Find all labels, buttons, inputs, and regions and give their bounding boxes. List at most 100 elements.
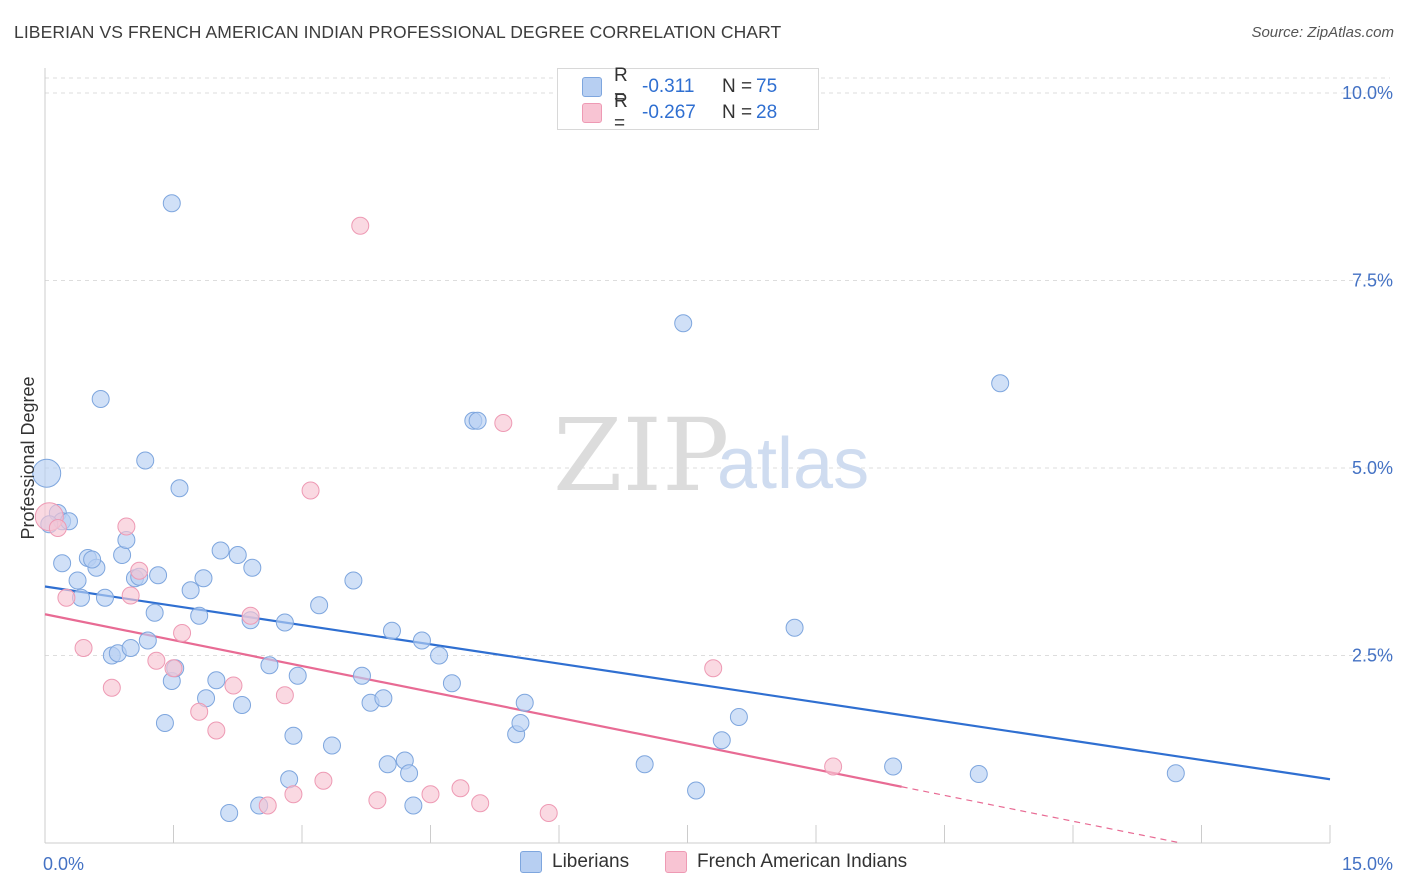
point-french-american-indians — [451, 779, 470, 798]
y-tick-label: 7.5% — [1352, 271, 1393, 291]
legend: R = -0.311 N = 75 R = -0.267 N = 28 — [557, 65, 819, 134]
point-french-american-indians — [241, 606, 260, 625]
point-liberians — [378, 755, 397, 774]
point-french-american-indians — [121, 586, 140, 605]
point-liberians — [515, 693, 534, 712]
point-liberians — [969, 765, 988, 783]
legend-swatch-pink — [582, 103, 602, 123]
x-tick-label: 0.0% — [43, 854, 84, 874]
point-liberians — [635, 755, 654, 774]
trend-line-french-american-indians — [44, 613, 902, 788]
point-liberians — [260, 656, 279, 675]
point-liberians — [243, 558, 262, 577]
tick-labels: 2.5% 5.0% 7.5% 10.0% 0.0% 15.0% — [43, 83, 1393, 874]
point-liberians — [785, 618, 804, 637]
point-liberians — [190, 606, 209, 625]
point-liberians — [211, 541, 230, 560]
point-french-american-indians — [147, 651, 166, 670]
point-liberians — [344, 571, 363, 590]
axes — [44, 68, 1331, 844]
point-liberians — [468, 411, 487, 430]
point-liberians — [322, 736, 341, 755]
legend-row-french-american-indians: R = -0.267 N = 28 — [582, 91, 778, 134]
point-liberians — [53, 554, 72, 573]
legend-n-label: N = — [722, 102, 753, 123]
point-liberians — [729, 708, 748, 726]
point-french-american-indians — [74, 639, 93, 657]
point-french-american-indians — [421, 785, 440, 804]
point-french-american-indians — [351, 216, 370, 235]
point-liberians — [138, 631, 157, 650]
point-liberians — [95, 588, 114, 607]
point-liberians — [284, 726, 303, 745]
point-liberians — [674, 314, 693, 333]
point-liberians — [442, 674, 461, 693]
point-liberians — [430, 646, 449, 665]
point-liberians — [228, 546, 247, 564]
point-liberians — [382, 621, 401, 640]
trend-line-extension — [901, 786, 1182, 844]
point-liberians — [194, 569, 213, 588]
point-liberians — [712, 731, 731, 750]
point-liberians — [687, 781, 706, 800]
point-liberians — [404, 796, 423, 815]
point-liberians — [310, 596, 329, 615]
legend-n-value: 28 — [756, 102, 778, 123]
bottom-legend-liberians: Liberians — [520, 851, 629, 873]
point-french-american-indians — [164, 659, 183, 678]
chart-title: LIBERIAN VS FRENCH AMERICAN INDIAN PROFE… — [14, 22, 782, 42]
point-liberians — [233, 696, 252, 714]
point-liberians — [511, 714, 530, 732]
legend-swatch-blue — [582, 77, 602, 97]
point-french-american-indians — [207, 721, 226, 740]
point-liberians — [412, 631, 431, 650]
point-liberians — [374, 689, 393, 708]
point-french-american-indians — [314, 771, 333, 790]
point-liberians — [352, 666, 371, 685]
source-credit: Source: ZipAtlas.com — [1251, 24, 1394, 41]
point-french-american-indians — [471, 794, 490, 813]
point-french-american-indians — [824, 757, 843, 776]
point-french-american-indians — [117, 517, 136, 536]
point-french-american-indians — [57, 588, 76, 607]
point-french-american-indians — [130, 561, 149, 580]
x-tick-label: 15.0% — [1342, 854, 1393, 874]
watermark-atlas: atlas — [717, 424, 869, 504]
legend-r-value: -0.311 — [642, 76, 695, 97]
point-french-american-indians — [494, 414, 513, 432]
bottom-legend-swatch-pink — [665, 851, 687, 873]
legend-n-value: 75 — [756, 76, 778, 97]
y-tick-label: 5.0% — [1352, 458, 1393, 478]
bottom-legend-french-american-indians: French American Indians — [665, 851, 907, 873]
point-french-american-indians — [224, 676, 243, 695]
point-liberians — [1166, 764, 1185, 783]
point-french-american-indians — [539, 804, 558, 822]
point-liberians — [32, 458, 62, 488]
legend-r-label: R = — [614, 65, 628, 108]
point-french-american-indians — [102, 678, 121, 697]
point-liberians — [113, 546, 132, 564]
point-liberians — [991, 374, 1010, 393]
point-liberians — [170, 479, 189, 498]
watermark-zip: ZIP — [553, 397, 729, 514]
point-liberians — [149, 566, 168, 585]
y-tick-label: 10.0% — [1342, 83, 1393, 103]
legend-n-label: N = — [722, 76, 753, 97]
point-liberians — [220, 804, 239, 822]
point-liberians — [400, 764, 419, 783]
point-french-american-indians — [301, 481, 320, 500]
point-liberians — [155, 714, 174, 732]
point-french-american-indians — [368, 791, 387, 810]
point-liberians — [884, 757, 903, 776]
legend-row-liberians: R = -0.311 N = 75 — [582, 65, 778, 108]
legend-r-value: -0.267 — [642, 102, 696, 123]
point-french-american-indians — [190, 702, 209, 721]
point-liberians — [280, 770, 299, 789]
point-french-american-indians — [704, 659, 723, 678]
point-liberians — [207, 671, 226, 690]
point-liberians — [288, 666, 307, 685]
y-axis-label: Professional Degree — [18, 376, 38, 539]
bottom-legend-swatch-blue — [520, 851, 542, 873]
watermark: ZIP atlas — [553, 397, 869, 514]
